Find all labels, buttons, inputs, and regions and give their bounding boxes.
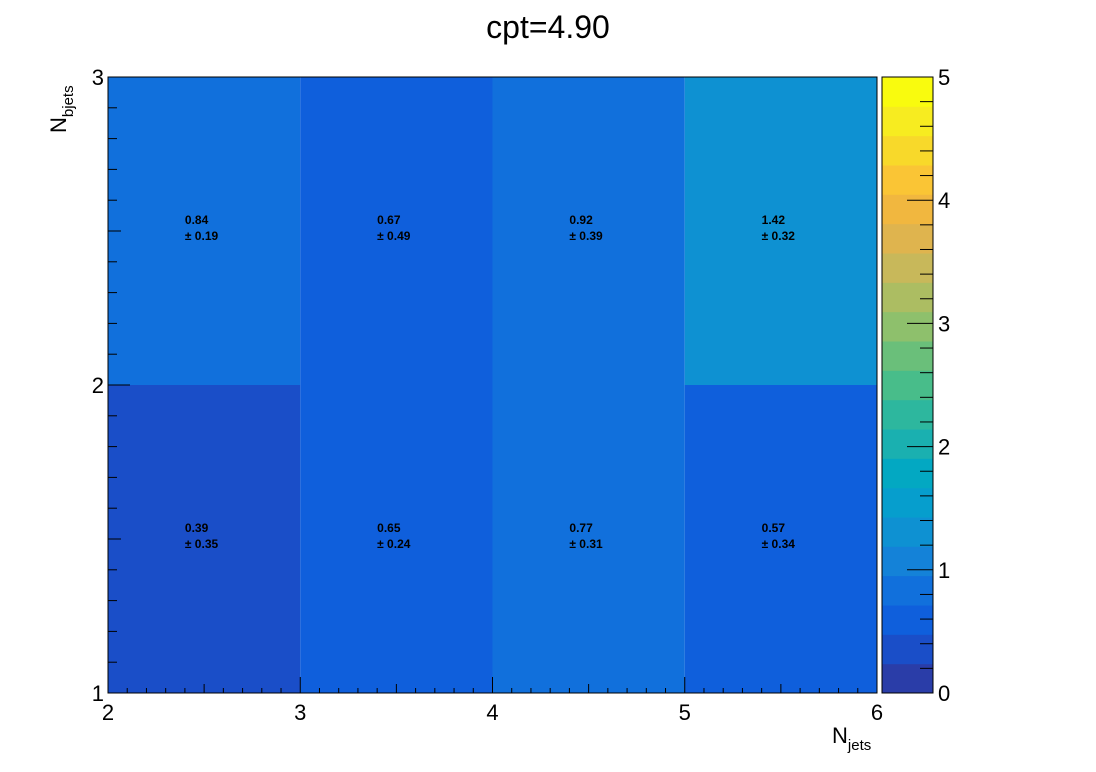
colorbar-swatch: [882, 370, 933, 401]
x-tick-label: 6: [871, 700, 883, 725]
cell-error-label: ± 0.49: [377, 229, 411, 243]
cell-value-label: 0.92: [569, 213, 593, 227]
y-axis-label: Nbjets: [46, 85, 77, 133]
cell-value-label: 0.57: [762, 521, 786, 535]
y-tick-label: 1: [92, 681, 104, 706]
colorbar-swatch: [882, 223, 933, 254]
colorbar-swatch: [882, 517, 933, 547]
heatmap-cell: [108, 77, 301, 385]
heatmap-cell: [684, 385, 877, 693]
colorbar-swatch: [882, 106, 933, 137]
y-tick-label: 3: [92, 65, 104, 90]
colorbar-tick-label: 3: [938, 311, 950, 336]
colorbar-swatch: [882, 429, 933, 459]
y-tick-label: 2: [92, 373, 104, 398]
colorbar-swatch: [882, 77, 933, 107]
heatmap-cell: [492, 385, 685, 693]
colorbar-swatch: [882, 253, 933, 283]
cell-error-label: ± 0.35: [185, 537, 219, 551]
colorbar-swatch: [882, 458, 933, 489]
cell-labels: 0.39 ± 0.35 0.65 ± 0.24 0.77 ± 0.31 0.57 ± 0.34…: [185, 213, 795, 551]
heatmap-cell: [300, 385, 493, 693]
colorbar-swatch: [882, 341, 933, 371]
colorbar-tick-label: 0: [938, 681, 950, 706]
cell-value-label: 0.77: [569, 521, 593, 535]
colorbar-tick-label: 2: [938, 435, 950, 460]
cell-value-label: 0.67: [377, 213, 401, 227]
x-tick-label: 5: [679, 700, 691, 725]
colorbar-tick-label: 5: [938, 65, 950, 90]
cell-value-label: 1.42: [762, 213, 786, 227]
heatmap-cell: [684, 77, 877, 385]
cell-error-label: ± 0.39: [569, 229, 603, 243]
x-axis: 2 3 4 5 6: [102, 677, 883, 725]
cell-error-label: ± 0.19: [185, 229, 219, 243]
colorbar-swatch: [882, 311, 933, 342]
colorbar-swatch: [882, 546, 933, 577]
cell-error-label: ± 0.34: [762, 537, 796, 551]
colorbar-swatch: [882, 165, 933, 195]
heatmap-cell: [492, 77, 685, 385]
heatmap-cells: [108, 77, 877, 693]
colorbar-swatch: [882, 282, 933, 313]
cell-error-label: ± 0.24: [377, 537, 411, 551]
colorbar-tick-label: 1: [938, 558, 950, 583]
cell-value-label: 0.65: [377, 521, 401, 535]
colorbar-swatch: [882, 399, 933, 430]
colorbar-swatch: [882, 194, 933, 225]
colorbar-swatch: [882, 575, 933, 606]
cell-value-label: 0.39: [185, 521, 209, 535]
cell-error-label: ± 0.31: [569, 537, 603, 551]
colorbar-tick-label: 4: [938, 188, 950, 213]
colorbar-swatch: [882, 634, 933, 665]
cell-value-label: 0.84: [185, 213, 209, 227]
cell-error-label: ± 0.32: [762, 229, 796, 243]
color-scale: 0 1 2 3 4 5: [881, 65, 950, 706]
heatmap-cell: [300, 77, 493, 385]
colorbar-swatch: [882, 487, 933, 518]
y-axis: 1 2 3: [92, 65, 130, 706]
x-tick-label: 3: [294, 700, 306, 725]
colorbar-swatch: [882, 605, 933, 635]
x-tick-label: 4: [486, 700, 498, 725]
heatmap-cell: [108, 385, 301, 693]
chart-title: cpt=4.90: [486, 9, 610, 45]
x-tick-label: 2: [102, 700, 114, 725]
x-axis-label: Njets: [832, 723, 871, 754]
